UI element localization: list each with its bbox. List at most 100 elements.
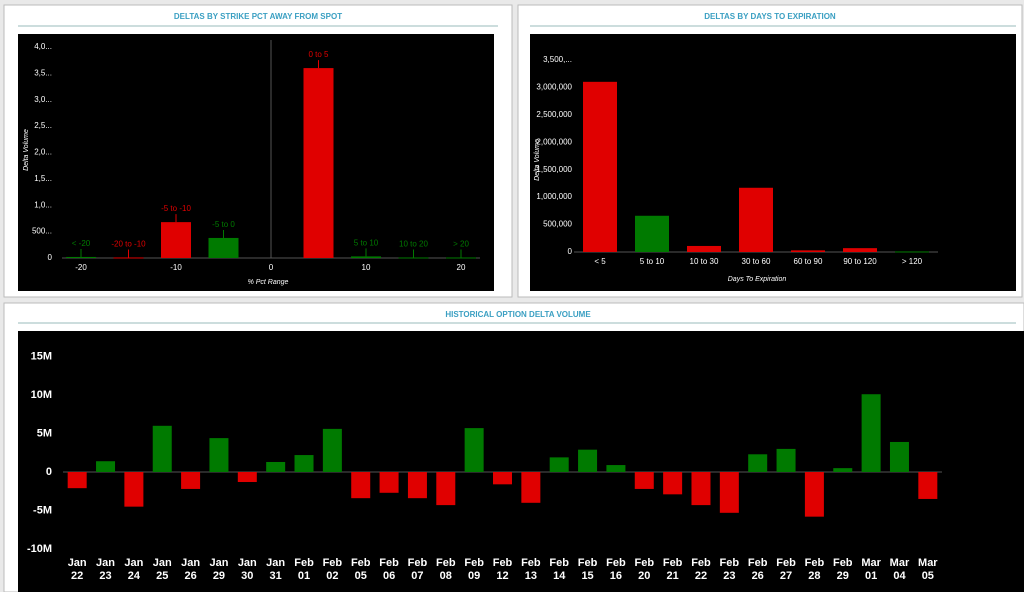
x-tick-label: Feb 21 (663, 557, 683, 582)
x-tick-label: -10 (170, 263, 182, 272)
bar (687, 245, 721, 252)
x-tick-label: Feb 01 (294, 557, 314, 582)
bar (833, 468, 853, 472)
x-tick-label: Mar 04 (890, 557, 910, 582)
x-axis-title: Days To Expiration (728, 276, 787, 283)
y-axis-title: Delta Volume (534, 139, 541, 181)
x-tick-label: Mar 05 (918, 557, 938, 582)
bar (493, 472, 512, 485)
x-tick-label: Feb 26 (748, 557, 768, 582)
bar (181, 472, 201, 489)
x-tick-label: Feb 12 (493, 557, 513, 582)
bar (152, 425, 172, 472)
y-tick-label: 2,0... (34, 148, 52, 157)
x-tick-label: 0 (269, 263, 274, 272)
bar (578, 449, 598, 472)
bar (918, 472, 938, 499)
data-label: 5 to 10 (354, 239, 379, 248)
bar (67, 472, 87, 489)
bar (398, 257, 429, 259)
y-tick-label: 5M (37, 427, 52, 439)
x-tick-label: Feb 14 (549, 557, 569, 582)
x-tick-label: 10 (362, 263, 371, 272)
x-tick-label: Jan 22 (68, 557, 87, 582)
bar (634, 472, 654, 489)
x-tick-label: Feb 05 (351, 557, 371, 582)
data-label: 0 to 5 (308, 50, 329, 59)
x-tick-label: Feb 15 (578, 557, 598, 582)
bar (208, 237, 239, 258)
plot-area (18, 331, 1024, 592)
y-tick-label: 3,5... (34, 68, 52, 77)
bar (351, 256, 381, 258)
y-tick-label: 1,500,000 (536, 165, 572, 174)
bar (739, 187, 773, 252)
bar (303, 68, 334, 258)
x-tick-label: Feb 07 (408, 557, 428, 582)
bar (436, 472, 456, 506)
bar (96, 461, 116, 472)
x-tick-label: Feb 16 (606, 557, 626, 582)
bar (521, 472, 541, 503)
x-tick-label: Jan 29 (209, 557, 228, 582)
y-tick-label: 0 (48, 253, 53, 262)
bar (791, 250, 825, 252)
x-tick-label: 10 to 30 (690, 257, 719, 266)
x-tick-label: -20 (75, 263, 87, 272)
x-tick-label: > 120 (902, 257, 923, 266)
bar (719, 472, 739, 513)
y-tick-label: -5M (33, 504, 52, 516)
chart-title: DELTAS BY STRIKE PCT AWAY FROM SPOT (174, 12, 342, 21)
bar (407, 472, 427, 499)
x-tick-label: Mar 01 (861, 557, 881, 582)
bar (266, 461, 286, 472)
x-tick-label: Feb 29 (833, 557, 853, 582)
bar (322, 428, 342, 472)
chart-title: HISTORICAL OPTION DELTA VOLUME (445, 310, 591, 319)
x-tick-label: Jan 30 (238, 557, 257, 582)
bar (294, 455, 314, 472)
y-tick-label: 1,000,000 (536, 192, 572, 201)
bar (237, 472, 257, 483)
x-tick-label: Feb 06 (379, 557, 399, 582)
x-tick-label: < 5 (594, 257, 606, 266)
bar (895, 251, 929, 253)
bar (861, 394, 881, 472)
data-label: -20 to -10 (111, 240, 146, 249)
x-tick-label: Jan 23 (96, 557, 115, 582)
data-label: -5 to -10 (161, 204, 191, 213)
x-tick-label: Feb 13 (521, 557, 541, 582)
x-tick-label: Feb 28 (805, 557, 825, 582)
y-tick-label: 0 (46, 466, 52, 478)
y-tick-label: 3,000,000 (536, 82, 572, 91)
bar (66, 256, 96, 258)
bar (161, 222, 191, 258)
bar (351, 472, 371, 499)
y-tick-label: 500,000 (543, 220, 572, 229)
x-tick-label: Feb 23 (720, 557, 740, 582)
y-tick-label: 3,0... (34, 95, 52, 104)
chart-title: DELTAS BY DAYS TO EXPIRATION (704, 12, 836, 21)
data-label: -5 to 0 (212, 220, 235, 229)
bar (379, 472, 399, 493)
x-tick-label: Jan 25 (153, 557, 172, 582)
x-tick-label: Feb 20 (634, 557, 654, 582)
bar (635, 215, 669, 252)
x-tick-label: 90 to 120 (843, 257, 877, 266)
bar (583, 81, 617, 252)
y-tick-label: 2,000,000 (536, 137, 572, 146)
y-tick-label: 1,5... (34, 174, 52, 183)
x-tick-label: Feb 22 (691, 557, 711, 582)
x-tick-label: 20 (457, 263, 466, 272)
bar (549, 457, 569, 472)
bar (124, 472, 144, 507)
bar (843, 248, 877, 252)
bar (889, 441, 909, 472)
bar (209, 438, 229, 472)
data-label: 10 to 20 (399, 240, 428, 249)
data-label: > 20 (453, 240, 469, 249)
y-tick-label: 1,0... (34, 200, 52, 209)
y-tick-label: 10M (31, 389, 52, 401)
x-axis-title: % Pct Range (248, 279, 289, 286)
